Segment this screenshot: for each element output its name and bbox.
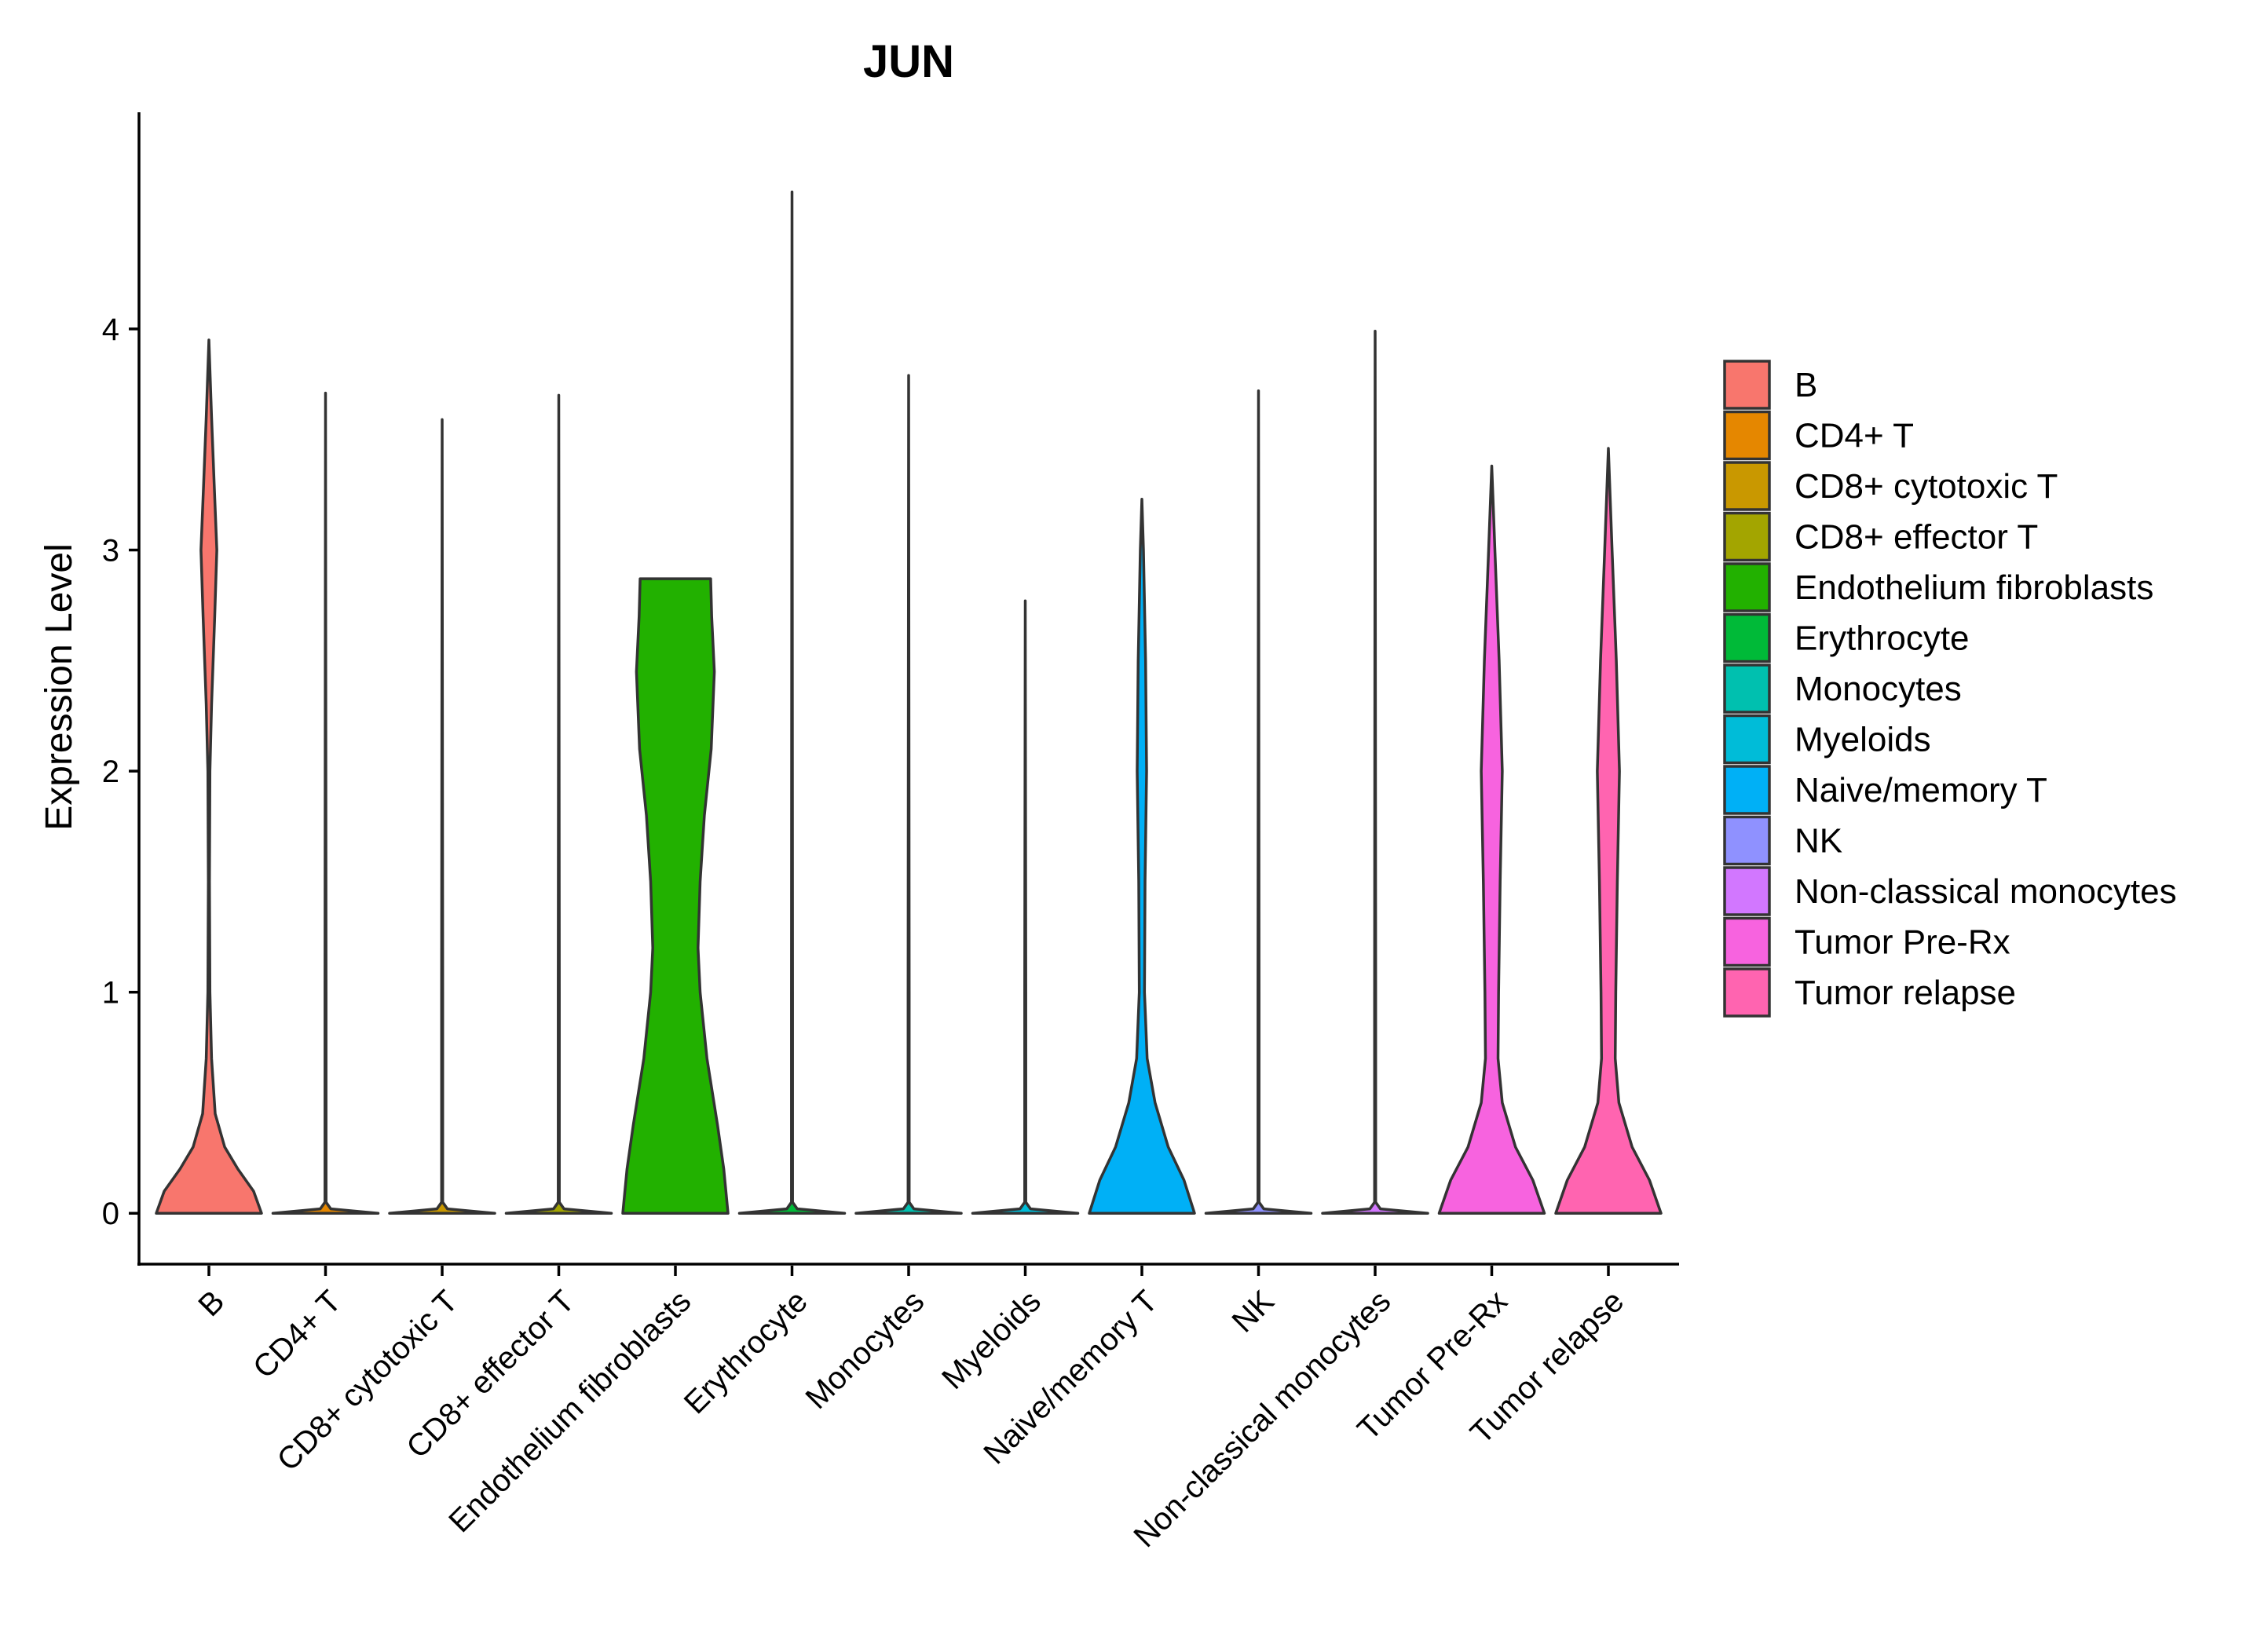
legend-key-tumor-pre-rx bbox=[1723, 916, 1771, 967]
violin-tumor-pre-rx bbox=[1437, 464, 1546, 1215]
legend-label: B bbox=[1795, 366, 1817, 404]
violin-monocytes bbox=[854, 374, 963, 1215]
legend-key-erythrocyte bbox=[1723, 612, 1771, 663]
legend-key-myeloids bbox=[1723, 714, 1771, 765]
violin-cd8-cytotoxic-t bbox=[388, 418, 496, 1215]
legend-label: Monocytes bbox=[1795, 670, 1962, 708]
legend-label: Endothelium fibroblasts bbox=[1795, 568, 2153, 607]
legend-key-tumor-relapse bbox=[1723, 967, 1771, 1018]
legend-label: Myeloids bbox=[1795, 721, 1931, 759]
axes bbox=[137, 112, 1679, 1266]
chart-title: JUN bbox=[863, 36, 954, 87]
legend-label: NK bbox=[1795, 822, 1842, 861]
y-tick-label: 2 bbox=[102, 755, 119, 789]
legend-key-cd8-cytotoxic-t bbox=[1723, 461, 1771, 511]
x-tick-label: Endothelium fibroblasts bbox=[442, 1284, 697, 1539]
legend-label: Naive/memory T bbox=[1795, 771, 2047, 810]
violin-endothelium-fibroblasts bbox=[621, 577, 730, 1215]
violin-nk bbox=[1204, 389, 1313, 1215]
violin-group bbox=[155, 190, 1663, 1215]
x-tick-label: NK bbox=[1225, 1284, 1281, 1340]
legend-key-b bbox=[1723, 360, 1771, 410]
y-tick-label: 0 bbox=[102, 1197, 119, 1231]
x-tick-label: Myeloids bbox=[935, 1284, 1048, 1396]
violin-cd8-effector-t bbox=[504, 393, 613, 1215]
x-tick-label: Monocytes bbox=[799, 1284, 931, 1416]
violin-myeloids bbox=[971, 599, 1080, 1215]
legend-key-nk bbox=[1723, 815, 1771, 866]
y-axis-title: Expression Level bbox=[38, 543, 80, 831]
legend-label: Tumor Pre-Rx bbox=[1795, 923, 2010, 962]
legend-key-cd4-t bbox=[1723, 410, 1771, 461]
legend-key-endothelium-fibroblasts bbox=[1723, 562, 1771, 612]
violin-tumor-relapse bbox=[1554, 447, 1663, 1215]
violin-b bbox=[155, 338, 263, 1215]
x-tick-label: Erythrocyte bbox=[678, 1284, 814, 1420]
legend-key-non-classical-monocytes bbox=[1723, 866, 1771, 916]
legend-label: CD8+ cytotoxic T bbox=[1795, 467, 2058, 506]
legend-label: Non-classical monocytes bbox=[1795, 872, 2177, 911]
y-tick-label: 3 bbox=[102, 534, 119, 568]
violin-erythrocyte bbox=[737, 190, 847, 1215]
legend: B CD4+ T CD8+ cytotoxic T CD8+ effector T En… bbox=[1723, 360, 2177, 1018]
x-tick-label: B bbox=[192, 1284, 231, 1323]
legend-label: CD4+ T bbox=[1795, 417, 1914, 455]
violin-naive-memory-t bbox=[1088, 498, 1196, 1215]
legend-label: CD8+ effector T bbox=[1795, 518, 2038, 557]
violin-cd4-t bbox=[271, 391, 380, 1215]
legend-key-naive-memory-t bbox=[1723, 765, 1771, 815]
violin-non-classical-monocytes bbox=[1321, 330, 1429, 1215]
y-tick-label: 4 bbox=[102, 312, 119, 347]
legend-label: Tumor relapse bbox=[1795, 974, 2016, 1012]
legend-key-cd8-effector-t bbox=[1723, 511, 1771, 562]
legend-label: Erythrocyte bbox=[1795, 620, 1970, 658]
x-tick-label: CD4+ T bbox=[247, 1284, 348, 1385]
y-tick-label: 1 bbox=[102, 976, 119, 1011]
legend-key-monocytes bbox=[1723, 663, 1771, 714]
y-ticks: 0 1 2 3 4 bbox=[102, 312, 139, 1231]
